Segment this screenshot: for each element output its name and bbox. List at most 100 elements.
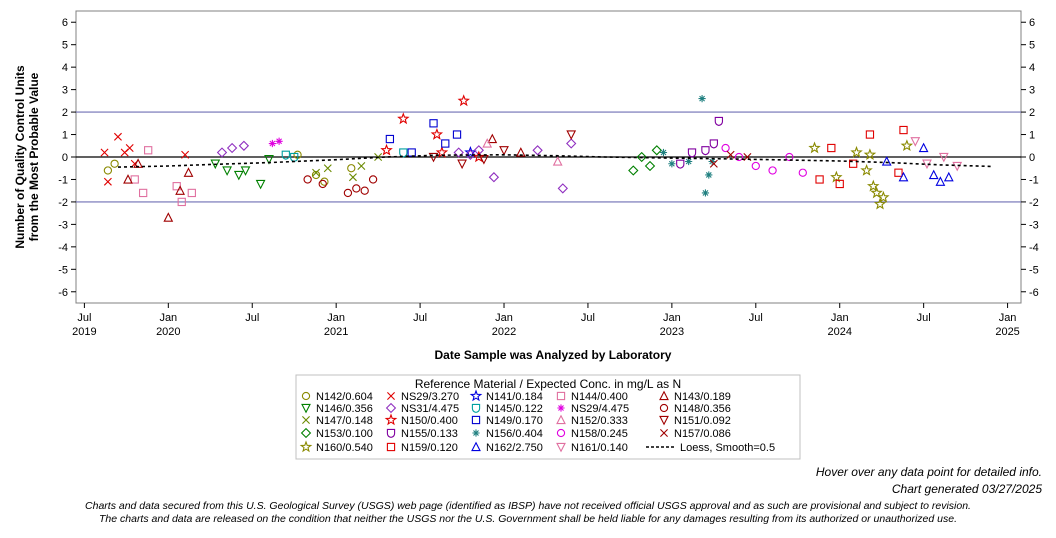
data-point[interactable] (163, 212, 174, 222)
data-point[interactable] (873, 197, 887, 210)
data-point[interactable] (343, 188, 353, 198)
data-point[interactable] (827, 143, 836, 153)
data-point[interactable] (399, 148, 408, 158)
data-point[interactable] (348, 173, 357, 182)
data-point[interactable] (938, 152, 949, 163)
data-point[interactable] (380, 143, 393, 156)
legend-swatch[interactable] (301, 391, 311, 401)
data-point[interactable] (175, 185, 186, 195)
data-point[interactable] (125, 144, 134, 153)
data-point[interactable] (428, 152, 439, 163)
legend-swatch[interactable] (471, 441, 481, 452)
data-point[interactable] (240, 166, 251, 176)
data-point[interactable] (113, 132, 122, 141)
data-point[interactable] (453, 147, 464, 158)
data-point[interactable] (768, 166, 777, 175)
legend-swatch[interactable] (385, 402, 397, 414)
data-point[interactable] (226, 142, 238, 154)
data-point[interactable] (900, 139, 914, 152)
data-point[interactable] (268, 139, 276, 148)
data-point[interactable] (352, 184, 361, 193)
data-point[interactable] (659, 148, 668, 157)
data-point[interactable] (441, 139, 450, 148)
data-point[interactable] (488, 172, 500, 183)
data-point[interactable] (312, 168, 321, 177)
legend-swatch[interactable] (469, 389, 483, 402)
data-point[interactable] (701, 189, 710, 197)
data-point[interactable] (850, 145, 863, 158)
data-point[interactable] (935, 176, 946, 186)
data-point[interactable] (726, 150, 735, 159)
data-point[interactable] (357, 161, 366, 170)
data-point[interactable] (429, 119, 438, 128)
legend-swatch[interactable] (301, 403, 311, 414)
data-point[interactable] (628, 165, 639, 176)
data-point[interactable] (123, 174, 133, 184)
legend-swatch[interactable] (299, 440, 313, 453)
data-point[interactable] (275, 137, 283, 145)
data-point[interactable] (566, 138, 577, 149)
data-point[interactable] (866, 179, 880, 192)
data-point[interactable] (255, 179, 266, 190)
data-point[interactable] (785, 152, 794, 162)
data-point[interactable] (698, 95, 706, 103)
data-point[interactable] (910, 137, 921, 147)
data-point[interactable] (870, 186, 883, 199)
data-point[interactable] (103, 177, 112, 186)
data-point[interactable] (557, 183, 568, 194)
data-point[interactable] (676, 159, 685, 169)
data-point[interactable] (177, 197, 186, 207)
data-point[interactable] (943, 171, 954, 182)
data-point[interactable] (187, 188, 196, 198)
data-point[interactable] (952, 161, 963, 172)
data-point[interactable] (499, 146, 509, 156)
data-point[interactable] (668, 160, 676, 168)
data-point[interactable] (487, 133, 498, 144)
data-point[interactable] (138, 188, 148, 198)
legend-swatch[interactable] (386, 442, 396, 452)
data-point[interactable] (894, 168, 903, 177)
legend-swatch[interactable] (387, 392, 395, 400)
data-point[interactable] (216, 147, 228, 158)
data-point[interactable] (110, 159, 119, 168)
data-point[interactable] (457, 159, 468, 170)
legend-swatch[interactable] (659, 390, 669, 401)
legend-swatch[interactable] (472, 429, 480, 437)
data-point[interactable] (721, 143, 730, 153)
legend-swatch[interactable] (471, 403, 481, 413)
legend-swatch[interactable] (386, 428, 396, 438)
data-point[interactable] (368, 175, 378, 184)
data-point[interactable] (238, 140, 250, 151)
data-point[interactable] (515, 147, 526, 157)
data-point[interactable] (144, 146, 153, 155)
data-point[interactable] (320, 177, 329, 186)
legend-swatch[interactable] (302, 416, 310, 424)
data-point[interactable] (798, 168, 807, 177)
data-point[interactable] (532, 145, 543, 156)
data-point[interactable] (865, 130, 875, 139)
data-point[interactable] (323, 164, 332, 173)
legend-swatch[interactable] (556, 414, 566, 425)
data-point[interactable] (100, 148, 109, 157)
data-point[interactable] (347, 164, 356, 173)
data-point[interactable] (397, 112, 410, 125)
data-point[interactable] (222, 166, 233, 176)
data-point[interactable] (928, 169, 939, 180)
data-point[interactable] (734, 152, 744, 162)
data-point[interactable] (482, 138, 493, 148)
legend-swatch[interactable] (384, 413, 398, 426)
data-point[interactable] (636, 151, 647, 163)
data-point[interactable] (303, 175, 312, 184)
legend-swatch[interactable] (557, 404, 565, 412)
data-point[interactable] (318, 179, 327, 189)
data-point[interactable] (130, 175, 139, 184)
data-point[interactable] (751, 161, 760, 171)
data-point[interactable] (407, 148, 416, 157)
legend-swatch[interactable] (660, 429, 668, 437)
data-point[interactable] (644, 160, 656, 172)
legend-swatch[interactable] (556, 391, 566, 401)
data-point[interactable] (848, 159, 858, 168)
data-point[interactable] (898, 171, 909, 182)
data-point[interactable] (281, 150, 290, 160)
data-point[interactable] (183, 167, 194, 177)
